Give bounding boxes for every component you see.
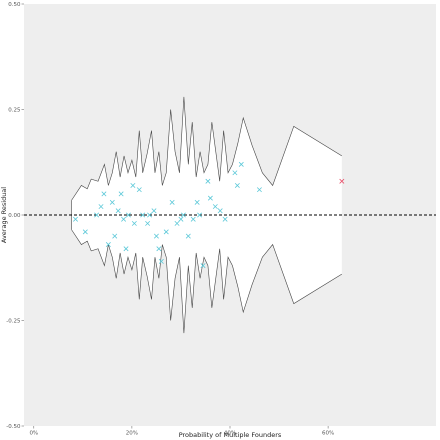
data-point <box>212 204 218 210</box>
data-point <box>207 195 213 201</box>
data-point <box>94 212 100 218</box>
y-tick-label: -0.25 <box>6 319 21 325</box>
data-point <box>256 187 262 193</box>
data-point <box>130 182 136 188</box>
data-point <box>339 178 345 184</box>
data-points-layer <box>73 161 345 269</box>
data-point <box>147 212 153 218</box>
x-tick-label: 60% <box>322 431 334 437</box>
data-point <box>234 182 240 188</box>
y-tick-label: -0.50 <box>6 424 21 430</box>
data-point <box>194 199 200 205</box>
data-point <box>200 263 206 269</box>
data-point <box>115 208 121 214</box>
data-point <box>136 187 142 193</box>
data-point <box>123 246 129 252</box>
y-tick-label: 0.00 <box>8 213 21 219</box>
data-point <box>180 212 186 218</box>
band-upper-line <box>71 96 342 201</box>
data-point <box>178 216 184 222</box>
data-point <box>205 178 211 184</box>
data-point <box>217 208 223 214</box>
x-axis-title: Probability of Multiple Founders <box>179 431 282 439</box>
y-tick-label: 0.50 <box>8 2 21 8</box>
band-lower-line <box>71 229 342 334</box>
data-point <box>118 191 124 197</box>
data-point <box>109 199 115 205</box>
axes-layer: -0.50 -0.25 0.00 0.25 0.50 0% 20% 40% 60% <box>6 2 334 437</box>
data-point <box>101 191 107 197</box>
data-point <box>238 161 244 167</box>
data-point <box>158 258 164 264</box>
x-tick-label: 20% <box>126 431 138 437</box>
y-tick-label: 0.25 <box>8 108 21 114</box>
y-axis-title: Average Residual <box>0 187 8 243</box>
data-point <box>163 229 169 235</box>
data-point <box>121 216 127 222</box>
data-point <box>151 208 157 214</box>
data-point <box>125 212 131 218</box>
data-point <box>185 233 191 239</box>
data-point <box>174 220 180 226</box>
data-point <box>98 204 104 210</box>
data-point <box>190 216 196 222</box>
data-point <box>105 242 111 248</box>
data-point <box>156 246 162 252</box>
data-point <box>153 233 159 239</box>
data-point <box>140 212 146 218</box>
data-point <box>131 220 137 226</box>
data-point <box>232 170 238 176</box>
data-point <box>169 199 175 205</box>
data-point <box>197 212 203 218</box>
data-point <box>112 233 118 239</box>
data-point <box>82 229 88 235</box>
data-point <box>145 220 151 226</box>
x-tick-label: 0% <box>29 431 38 437</box>
data-point <box>222 216 228 222</box>
x-tick-label: 40% <box>224 431 236 437</box>
data-point <box>73 216 78 222</box>
